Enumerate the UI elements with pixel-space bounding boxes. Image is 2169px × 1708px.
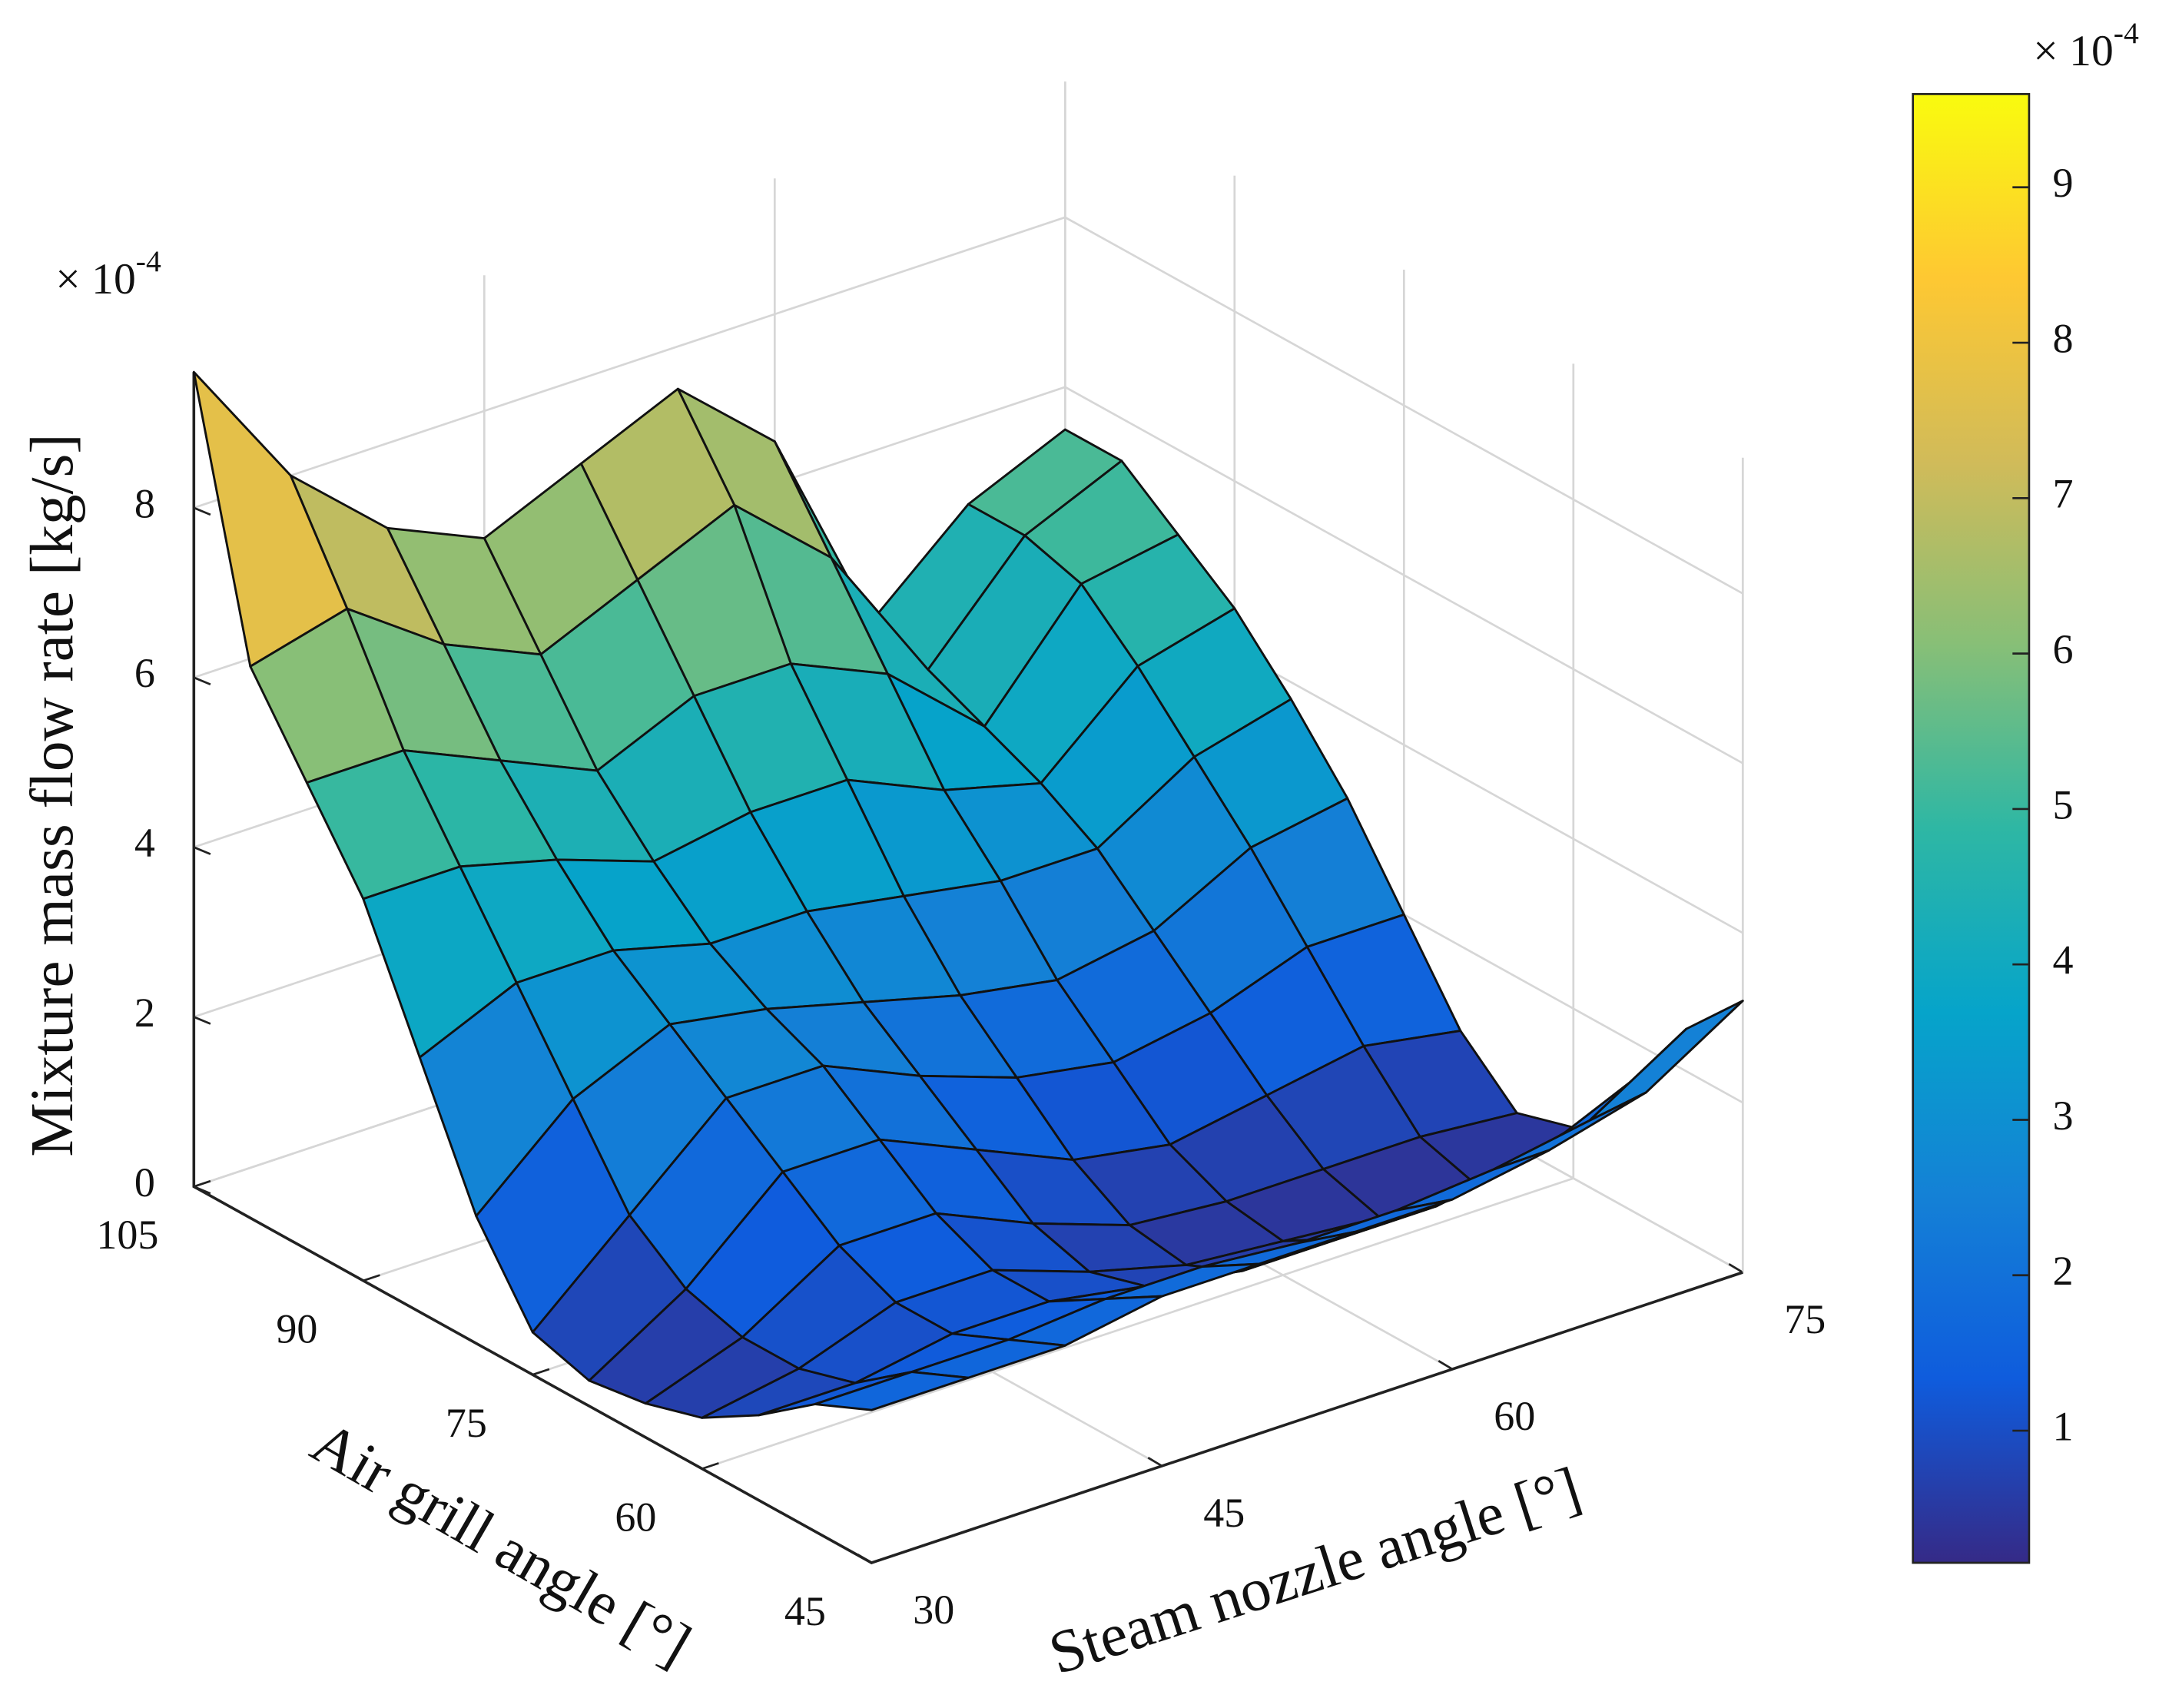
- z-axis-label: Mixture mass flow rate [kg/s]: [18, 433, 86, 1156]
- surface: [192, 370, 1744, 1419]
- colorbar: [1912, 93, 2031, 1564]
- tick-mark: [1728, 1263, 1743, 1274]
- labels: 0 2 4 6 8 30 45 60 75 45 60 75 90 105: [96, 480, 1826, 1634]
- colorbar-tick-label: 7: [2053, 471, 2074, 517]
- tick-mark: [1147, 1457, 1162, 1468]
- colorbar-tick-label: 6: [2053, 626, 2074, 672]
- multiplier-exponent: -4: [2114, 16, 2139, 50]
- y-tick-label: 105: [96, 1212, 158, 1258]
- z-tick-label: 2: [134, 990, 155, 1036]
- tick-mark: [193, 1179, 211, 1188]
- colorbar-tick-label: 3: [2053, 1093, 2074, 1139]
- multiplier-base: × 10: [55, 255, 135, 303]
- tick-mark: [193, 506, 211, 516]
- z-tick-label: 8: [134, 480, 155, 526]
- surface-patch: [1588, 1000, 1744, 1122]
- tick-mark: [193, 676, 211, 686]
- colorbar-tick-label: 5: [2053, 781, 2074, 827]
- colorbar-tick-label: 1: [2053, 1403, 2074, 1449]
- y-tick-label: 45: [784, 1588, 826, 1634]
- multiplier-exponent: -4: [136, 244, 161, 278]
- colorbar-multiplier: × 10-4: [2033, 16, 2139, 75]
- tick-mark: [1438, 1360, 1453, 1371]
- x-tick-label: 60: [1494, 1393, 1535, 1439]
- tick-mark: [193, 1016, 211, 1025]
- y-tick-label: 60: [615, 1494, 656, 1540]
- colorbar-tick-label: 8: [2053, 315, 2074, 361]
- axis-line: [192, 372, 1743, 1564]
- tick-mark: [363, 1274, 380, 1282]
- grid-line: [701, 363, 1575, 1470]
- y-tick-label: 75: [446, 1400, 487, 1446]
- z-tick-label: 6: [134, 650, 155, 696]
- y-tick-label: 90: [276, 1306, 317, 1352]
- tick-mark: [532, 1368, 550, 1376]
- colorbar-tick-label: 4: [2053, 937, 2074, 983]
- colorbar-tick-label: 9: [2053, 160, 2074, 206]
- z-tick-label: 0: [134, 1159, 155, 1206]
- x-axis-label: Steam nozzle angle [°]: [1041, 1454, 1588, 1688]
- tick-mark: [701, 1462, 719, 1470]
- x-tick-label: 75: [1784, 1296, 1826, 1342]
- x-tick-label: 30: [913, 1587, 954, 1633]
- y-axis-label: Air grill angle [°]: [300, 1408, 702, 1680]
- tick-mark: [193, 846, 211, 855]
- colorbar-ticks: 1 2 3 4 5 6 7 8 9: [2012, 160, 2074, 1449]
- colorbar-tick-label: 2: [2053, 1248, 2074, 1294]
- surface-patch: [814, 1371, 970, 1411]
- multiplier-base: × 10: [2033, 27, 2113, 75]
- x-tick-label: 45: [1203, 1490, 1245, 1536]
- z-multiplier: × 10-4: [55, 244, 161, 303]
- z-tick-label: 4: [134, 820, 155, 866]
